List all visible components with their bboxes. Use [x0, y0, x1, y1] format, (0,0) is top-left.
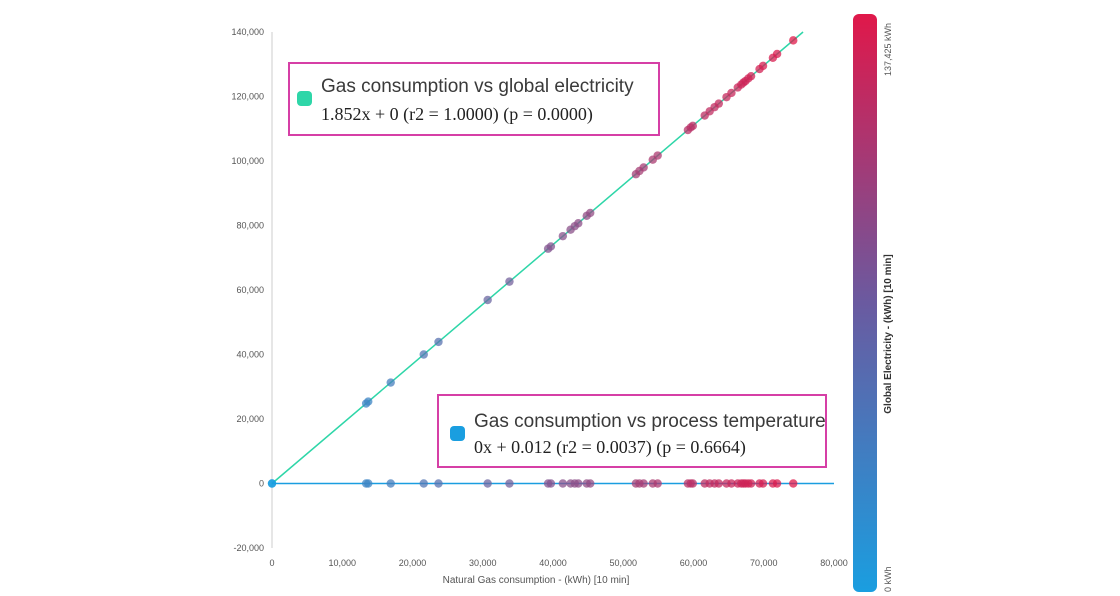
x-tick-label: 60,000 [680, 558, 708, 568]
data-point [772, 49, 782, 59]
data-point [483, 295, 492, 305]
data-point [364, 397, 373, 406]
data-point [688, 121, 697, 131]
y-tick-label: 140,000 [231, 27, 264, 37]
annotation-process-temperature: Gas consumption vs process temperature 0… [437, 394, 827, 468]
data-point [419, 479, 428, 488]
annotation-box [437, 394, 827, 468]
x-tick-label: 80,000 [820, 558, 848, 568]
data-point [483, 479, 492, 488]
data-point [386, 479, 395, 488]
data-point [364, 479, 373, 488]
x-tick-label: 0 [269, 558, 274, 568]
annotation-title: Gas consumption vs process temperature [474, 411, 826, 432]
y-tick-labels: -20,000 0 20,000 40,000 60,000 80,000 100,000 1… [231, 27, 264, 553]
y-tick-label: 20,000 [236, 414, 264, 424]
data-point [434, 479, 443, 488]
data-point [434, 337, 443, 347]
data-point [558, 479, 568, 488]
data-point [746, 479, 756, 488]
data-point [546, 479, 556, 488]
data-point [505, 277, 514, 286]
data-point [505, 479, 514, 488]
data-point [386, 378, 395, 387]
annotation-equation: 1.852x + 0 (r2 = 1.0000) (p = 0.0000) [321, 104, 593, 125]
colorbar-max-label: 137,425 kWh [883, 23, 893, 76]
data-point [714, 479, 723, 488]
colorbar-title: Global Electricity - (kWh) [10 min] [883, 254, 894, 413]
x-tick-label: 40,000 [539, 558, 567, 568]
data-point [789, 479, 798, 488]
y-tick-label: 40,000 [236, 350, 264, 360]
series-marker-electricity [297, 91, 312, 106]
data-point [758, 61, 768, 71]
colorbar: 137,425 kWh 0 kWh Global Electricity - (… [853, 14, 894, 592]
y-tick-label: 60,000 [236, 285, 264, 295]
data-point [688, 479, 697, 488]
x-tick-label: 30,000 [469, 558, 497, 568]
x-tick-label: 50,000 [609, 558, 637, 568]
x-axis-title: Natural Gas consumption - (kWh) [10 min] [443, 575, 630, 586]
data-point [727, 479, 736, 488]
data-point [574, 479, 583, 488]
x-tick-label: 10,000 [328, 558, 356, 568]
data-points [267, 36, 798, 488]
data-point [419, 350, 428, 359]
data-point [558, 231, 568, 241]
annotation-box [288, 62, 660, 136]
colorbar-gradient [853, 14, 877, 592]
data-point [639, 479, 648, 488]
annotation-title: Gas consumption vs global electricity [321, 76, 634, 97]
data-point [758, 479, 768, 488]
data-point [727, 88, 736, 98]
data-point [653, 479, 662, 488]
data-point [586, 479, 595, 488]
data-point [639, 163, 648, 172]
data-point [546, 242, 556, 251]
data-point [653, 151, 662, 160]
data-point [574, 219, 583, 228]
y-tick-label: 80,000 [236, 221, 264, 231]
annotation-electricity: Gas consumption vs global electricity 1.… [288, 62, 660, 136]
data-point [746, 71, 756, 81]
y-tick-label: 100,000 [231, 156, 264, 166]
x-tick-labels: 0 10,000 20,000 30,000 40,000 50,000 60,000 70,… [269, 558, 847, 568]
data-point [772, 479, 782, 488]
series-marker-process-temperature [450, 426, 465, 441]
colorbar-min-label: 0 kWh [883, 566, 893, 592]
data-point [714, 99, 723, 108]
annotation-equation: 0x + 0.012 (r2 = 0.0037) (p = 0.6664) [474, 437, 746, 458]
y-tick-label: 0 [259, 479, 264, 489]
data-point [789, 36, 798, 45]
y-tick-label: 120,000 [231, 92, 264, 102]
data-point [586, 208, 595, 218]
x-tick-label: 20,000 [399, 558, 427, 568]
data-point [267, 479, 277, 488]
x-tick-label: 70,000 [750, 558, 778, 568]
y-tick-label: -20,000 [233, 543, 264, 553]
